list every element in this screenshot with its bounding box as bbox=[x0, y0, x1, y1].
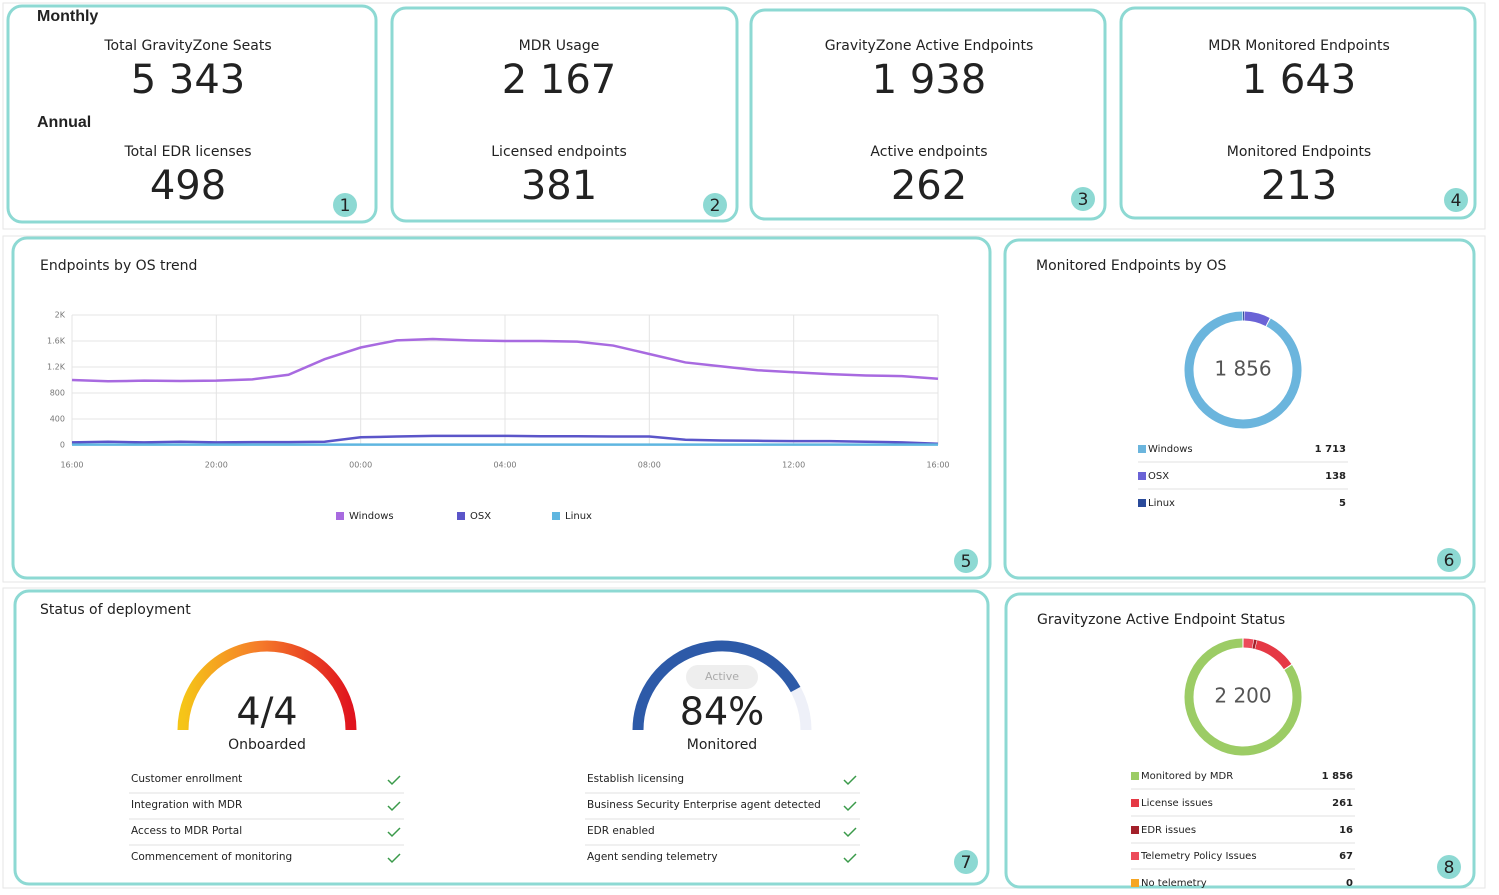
section-label: Annual bbox=[37, 114, 91, 131]
legend-label: OSX bbox=[470, 511, 491, 522]
legend-label: No telemetry bbox=[1141, 878, 1207, 889]
check-label: Agent sending telemetry bbox=[587, 851, 718, 863]
check-label: Establish licensing bbox=[587, 773, 684, 785]
x-tick-label: 08:00 bbox=[638, 461, 661, 470]
badge-number: 1 bbox=[340, 196, 351, 216]
chart-title: Gravityzone Active Endpoint Status bbox=[1037, 612, 1285, 628]
badge-number: 7 bbox=[961, 853, 972, 873]
badge-number: 8 bbox=[1444, 858, 1455, 878]
x-tick-label: 20:00 bbox=[205, 461, 228, 470]
kpi-value: 5 343 bbox=[131, 57, 246, 103]
badge-number: 3 bbox=[1078, 190, 1089, 210]
legend-swatch bbox=[1131, 879, 1139, 887]
kpi-value: 1 938 bbox=[872, 57, 987, 103]
check-label: Access to MDR Portal bbox=[131, 825, 242, 837]
check-label: Customer enrollment bbox=[131, 773, 242, 785]
kpi-value: 213 bbox=[1261, 163, 1337, 209]
kpi-value: 1 643 bbox=[1242, 57, 1357, 103]
gauge-value: 84% bbox=[680, 690, 764, 734]
x-tick-label: 16:00 bbox=[926, 461, 949, 470]
legend-value: 5 bbox=[1339, 498, 1346, 509]
chart-title: Endpoints by OS trend bbox=[40, 258, 197, 274]
kpi-label: Monitored Endpoints bbox=[1227, 144, 1371, 160]
legend-swatch bbox=[1138, 445, 1146, 453]
section-label: Monthly bbox=[37, 8, 98, 25]
x-tick-label: 16:00 bbox=[60, 461, 83, 470]
legend-value: 261 bbox=[1332, 798, 1353, 809]
legend-swatch bbox=[1138, 472, 1146, 480]
legend-label: Telemetry Policy Issues bbox=[1140, 851, 1257, 862]
y-tick-label: 400 bbox=[50, 415, 65, 424]
x-tick-label: 04:00 bbox=[493, 461, 516, 470]
kpi-label: MDR Usage bbox=[519, 38, 600, 54]
gauge-caption: Onboarded bbox=[228, 737, 306, 753]
check-label: Business Security Enterprise agent detec… bbox=[587, 799, 821, 811]
card bbox=[15, 591, 988, 884]
kpi-label: Total EDR licenses bbox=[123, 144, 251, 160]
donut-center: 2 200 bbox=[1214, 684, 1271, 708]
legend-label: Windows bbox=[349, 511, 394, 522]
y-tick-label: 0 bbox=[60, 441, 65, 450]
legend-swatch bbox=[1131, 852, 1139, 860]
legend-value: 1 856 bbox=[1322, 771, 1353, 782]
legend-value: 67 bbox=[1339, 851, 1353, 862]
legend-swatch bbox=[1131, 826, 1139, 834]
kpi-label: Total GravityZone Seats bbox=[103, 38, 271, 54]
legend-swatch bbox=[1131, 772, 1139, 780]
legend-swatch bbox=[336, 512, 344, 520]
legend-label: Linux bbox=[1148, 498, 1175, 509]
legend-label: EDR issues bbox=[1141, 825, 1196, 836]
legend-value: 16 bbox=[1339, 825, 1353, 836]
donut-center: 1 856 bbox=[1214, 357, 1271, 381]
badge-number: 2 bbox=[710, 196, 721, 216]
kpi-label: MDR Monitored Endpoints bbox=[1208, 38, 1390, 54]
legend-swatch bbox=[1138, 499, 1146, 507]
legend-swatch bbox=[457, 512, 465, 520]
donut-segment bbox=[1244, 643, 1253, 644]
check-label: Commencement of monitoring bbox=[131, 851, 292, 863]
donut-segment bbox=[1253, 644, 1255, 645]
check-label: Integration with MDR bbox=[131, 799, 242, 811]
gauge-caption: Monitored bbox=[687, 737, 757, 753]
kpi-label: Active endpoints bbox=[870, 144, 987, 160]
check-label: EDR enabled bbox=[587, 825, 655, 837]
y-tick-label: 1.2K bbox=[47, 363, 66, 372]
legend-swatch bbox=[1131, 799, 1139, 807]
gauge-value: 4/4 bbox=[236, 690, 297, 734]
panel-title: Status of deployment bbox=[40, 602, 191, 618]
y-tick-label: 800 bbox=[50, 389, 65, 398]
kpi-value: 262 bbox=[891, 163, 967, 209]
kpi-value: 381 bbox=[521, 163, 597, 209]
badge-number: 6 bbox=[1444, 551, 1455, 571]
card bbox=[13, 238, 990, 578]
legend-label: Windows bbox=[1148, 444, 1193, 455]
legend-value: 1 713 bbox=[1315, 444, 1346, 455]
kpi-label: Licensed endpoints bbox=[491, 144, 627, 160]
card bbox=[1005, 240, 1474, 578]
chart-title: Monitored Endpoints by OS bbox=[1036, 258, 1227, 274]
legend-value: 0 bbox=[1346, 878, 1353, 889]
badge-number: 4 bbox=[1451, 191, 1462, 211]
kpi-value: 2 167 bbox=[502, 57, 617, 103]
legend-value: 138 bbox=[1325, 471, 1346, 482]
y-tick-label: 2K bbox=[55, 311, 66, 320]
kpi-label: GravityZone Active Endpoints bbox=[825, 38, 1034, 54]
badge-number: 5 bbox=[961, 552, 972, 572]
legend-label: Monitored by MDR bbox=[1141, 771, 1233, 782]
y-tick-label: 1.6K bbox=[47, 337, 66, 346]
legend-label: OSX bbox=[1148, 471, 1169, 482]
legend-label: License issues bbox=[1141, 798, 1213, 809]
x-tick-label: 12:00 bbox=[782, 461, 805, 470]
legend-label: Linux bbox=[565, 511, 592, 522]
kpi-value: 498 bbox=[150, 163, 226, 209]
legend-swatch bbox=[552, 512, 560, 520]
status-pill-label: Active bbox=[705, 670, 739, 683]
x-tick-label: 00:00 bbox=[349, 461, 372, 470]
